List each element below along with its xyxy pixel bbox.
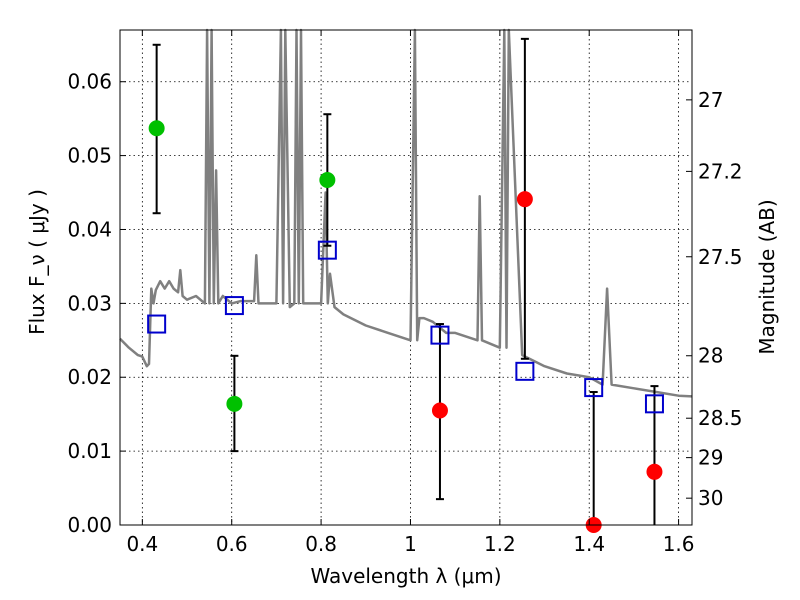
blue-square-marker bbox=[584, 378, 604, 398]
right-tick-label: 30 bbox=[698, 486, 723, 510]
right-tick-label: 28.5 bbox=[698, 406, 743, 430]
y-tick-label: 0.01 bbox=[67, 439, 112, 463]
x-tick-label: 1.4 bbox=[573, 532, 605, 556]
green-point bbox=[319, 171, 336, 188]
y-tick-label: 0.02 bbox=[67, 365, 112, 389]
right-tick-label: 29 bbox=[698, 446, 723, 470]
blue-square-marker bbox=[147, 314, 167, 334]
y-tick-label: 0.03 bbox=[67, 291, 112, 315]
red-point bbox=[431, 402, 448, 419]
blue-square-marker bbox=[515, 361, 535, 381]
right-tick-label: 27.2 bbox=[698, 159, 743, 183]
x-tick-label: 0.6 bbox=[216, 532, 248, 556]
x-tick-label: 0.4 bbox=[126, 532, 158, 556]
x-tick-label: 1 bbox=[404, 532, 417, 556]
right-tick-label: 27 bbox=[698, 88, 723, 112]
plot-frame bbox=[119, 29, 693, 526]
green-point bbox=[148, 120, 165, 137]
y-axis-label: Flux F_ν ( μJy ) bbox=[25, 189, 49, 335]
red-point bbox=[516, 191, 533, 208]
blue-square-marker bbox=[224, 296, 244, 316]
y-tick-label: 0.00 bbox=[67, 513, 112, 537]
red-point bbox=[646, 463, 663, 480]
green-point bbox=[226, 395, 243, 412]
x-tick-label: 1.6 bbox=[663, 532, 695, 556]
blue-square-marker bbox=[317, 240, 337, 260]
blue-square-marker bbox=[430, 325, 450, 345]
axis-ticks: 0.4 0.6 0.8 1 1.2 1.4 1.6 0.00 0.01 0.02 0.03 0.04 0… bbox=[67, 30, 743, 556]
y-tick-label: 0.05 bbox=[67, 144, 112, 168]
right-tick-label: 27.5 bbox=[698, 245, 743, 269]
x-tick-label: 0.8 bbox=[305, 532, 337, 556]
x-axis-label: Wavelength λ (μm) bbox=[310, 564, 501, 588]
right-axis-label: Magnitude (AB) bbox=[755, 199, 779, 354]
x-tick-label: 1.2 bbox=[484, 532, 516, 556]
y-tick-label: 0.06 bbox=[67, 70, 112, 94]
blue-square-marker bbox=[644, 394, 664, 414]
right-tick-label: 28 bbox=[698, 344, 723, 368]
y-tick-label: 0.04 bbox=[67, 217, 112, 241]
